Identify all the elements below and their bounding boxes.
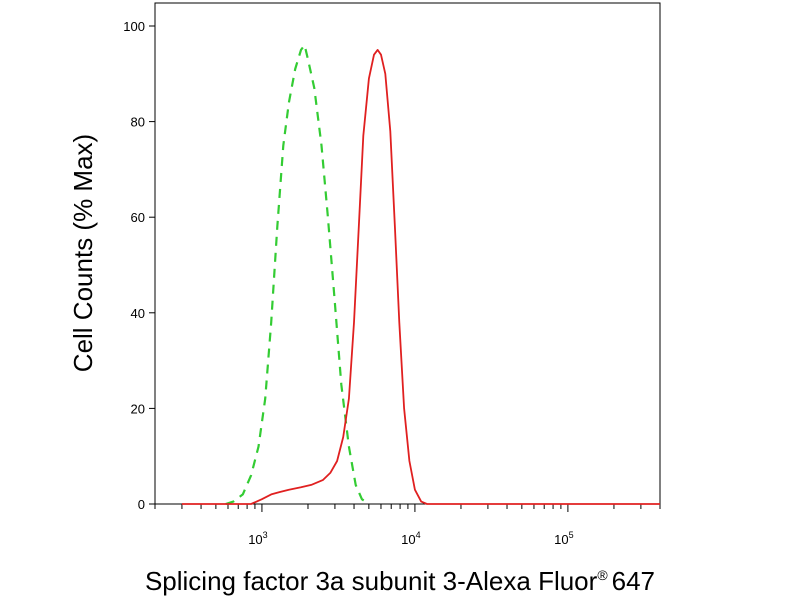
y-axis-title: Cell Counts (% Max) [68, 134, 98, 372]
y-tick-label: 60 [131, 210, 145, 225]
x-axis-title: Splicing factor 3a subunit 3-Alexa Fluor… [145, 566, 655, 596]
x-tick-label: 103 [248, 530, 267, 547]
x-axis: 103 104 105 [154, 504, 661, 547]
plot-frame [154, 2, 661, 505]
y-tick-label: 80 [131, 115, 145, 130]
x-axis-title-suffix: 647 [612, 566, 655, 596]
y-tick-label: 20 [131, 401, 145, 416]
y-tick-label: 0 [138, 497, 145, 512]
sample-series-line [181, 49, 660, 505]
y-axis: 0 20 40 60 80 100 [123, 19, 155, 512]
x-tick-label: 105 [554, 530, 573, 547]
x-axis-title-main: Splicing factor 3a subunit 3-Alexa Fluor [145, 566, 598, 596]
y-tick-label: 40 [131, 306, 145, 321]
x-axis-title-mark: ® [597, 567, 608, 583]
series-layer [181, 43, 660, 506]
y-tick-label: 100 [123, 19, 145, 34]
x-tick-label: 104 [401, 530, 420, 547]
control-series-line [225, 43, 370, 506]
